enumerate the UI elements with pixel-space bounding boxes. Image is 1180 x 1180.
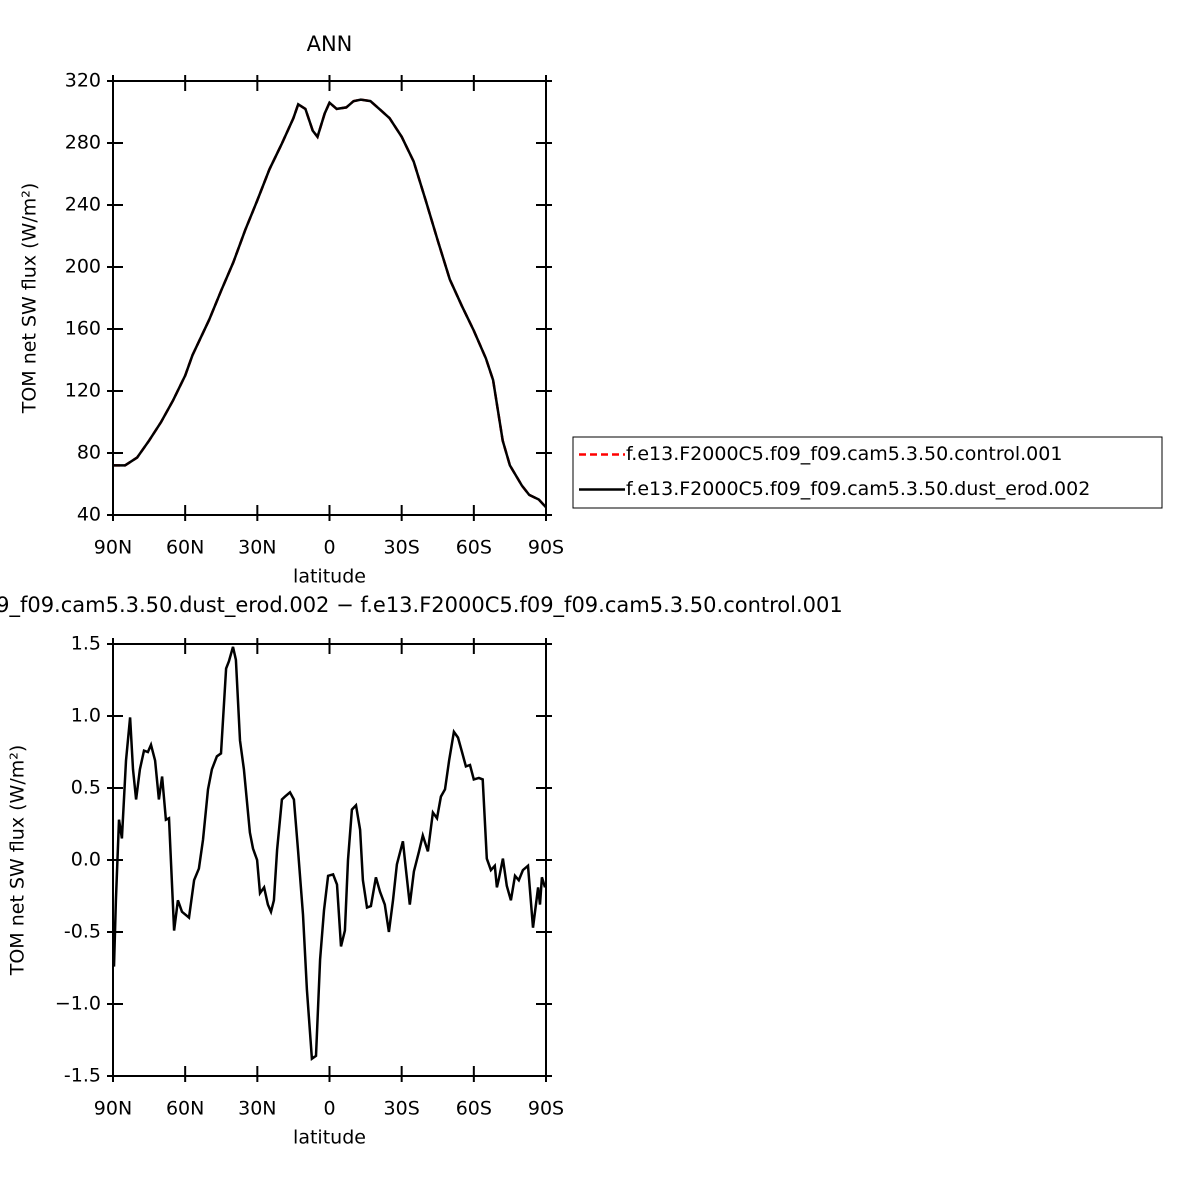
legend-box <box>572 436 1163 509</box>
x-tick-label: 30N <box>238 1098 276 1120</box>
y-axis-label: TOM net SW flux (W/m²) <box>7 745 29 977</box>
x-tick-label: 30N <box>238 537 276 559</box>
x-tick-label: 90N <box>94 1098 132 1120</box>
data-line <box>112 646 547 1061</box>
x-tick-label: 30S <box>384 537 420 559</box>
plot-frame <box>112 80 547 516</box>
x-tick-label: 30S <box>384 1098 420 1120</box>
data-line <box>113 98 547 509</box>
y-tick-label: 240 <box>65 194 101 216</box>
y-tick-label: 280 <box>65 132 101 154</box>
legend-label: f.e13.F2000C5.f09_f09.cam5.3.50.dust_ero… <box>626 478 1090 500</box>
y-tick-label: 1.5 <box>71 633 101 655</box>
x-tick-label: 0 <box>323 1098 335 1120</box>
y-tick-label: 320 <box>65 70 101 92</box>
x-axis-label: latitude <box>293 1127 366 1149</box>
y-tick-label: 40 <box>77 504 101 526</box>
x-tick-label: 60S <box>456 537 492 559</box>
y-tick-label: 0.0 <box>71 849 101 871</box>
y-tick-label: 160 <box>65 318 101 340</box>
y-tick-label: 80 <box>77 442 101 464</box>
x-tick-label: 60N <box>166 1098 204 1120</box>
x-tick-label: 90N <box>94 537 132 559</box>
y-tick-label: -0.5 <box>64 921 101 943</box>
x-tick-label: 0 <box>323 537 335 559</box>
y-tick-label: -1.5 <box>64 1065 101 1087</box>
y-tick-label: −1.0 <box>55 993 101 1015</box>
x-axis-label: latitude <box>293 566 366 588</box>
x-tick-label: 90S <box>528 537 564 559</box>
x-tick-label: 60S <box>456 1098 492 1120</box>
y-tick-label: 1.0 <box>71 705 101 727</box>
x-tick-label: 60N <box>166 537 204 559</box>
x-tick-label: 90S <box>528 1098 564 1120</box>
plot-frame <box>112 643 547 1077</box>
legend-label: f.e13.F2000C5.f09_f09.cam5.3.50.control.… <box>626 443 1062 465</box>
chart-title: ANN <box>307 32 353 56</box>
y-axis-label: TOM net SW flux (W/m²) <box>19 183 41 415</box>
y-tick-label: 200 <box>65 256 101 278</box>
chart-title: f.e13.F2000C5.f09_f09.cam5.3.50.dust_ero… <box>0 593 843 618</box>
y-tick-label: 0.5 <box>71 777 101 799</box>
data-line <box>113 98 547 509</box>
y-tick-label: 120 <box>65 380 101 402</box>
